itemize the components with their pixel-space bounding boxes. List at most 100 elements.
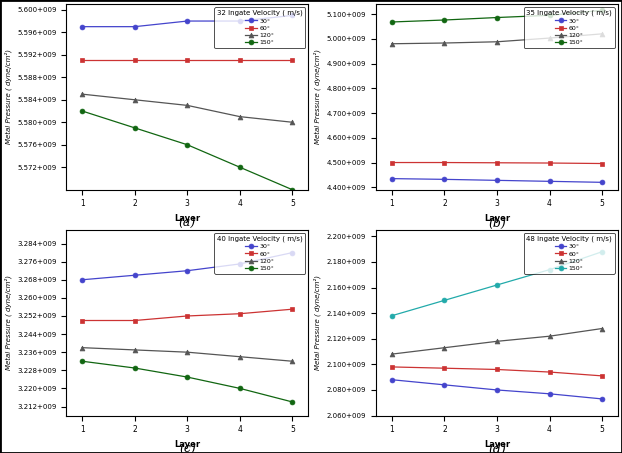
120° <box>493 338 501 344</box>
150° <box>183 142 191 148</box>
30° <box>78 24 86 29</box>
30° <box>131 24 139 29</box>
150° <box>493 15 501 20</box>
30° <box>545 391 553 396</box>
X-axis label: Layer: Layer <box>174 440 200 449</box>
120° <box>545 35 553 41</box>
30° <box>289 13 296 18</box>
60° <box>598 373 606 379</box>
150° <box>236 386 244 391</box>
30° <box>440 177 448 182</box>
Text: (c): (c) <box>179 443 196 453</box>
150° <box>440 17 448 23</box>
120° <box>440 40 448 46</box>
Line: 30°: 30° <box>80 13 295 29</box>
60° <box>183 58 191 63</box>
60° <box>78 58 86 63</box>
60° <box>545 160 553 166</box>
60° <box>131 318 139 323</box>
150° <box>289 187 296 193</box>
60° <box>388 364 396 370</box>
60° <box>236 58 244 63</box>
150° <box>440 298 448 303</box>
Text: (a): (a) <box>179 217 196 230</box>
30° <box>289 250 296 255</box>
150° <box>236 164 244 170</box>
Legend: 30°, 60°, 120°, 150°: 30°, 60°, 120°, 150° <box>215 233 305 274</box>
Y-axis label: Metal Pressure ( dyne/cm²): Metal Pressure ( dyne/cm²) <box>4 49 12 145</box>
150° <box>598 8 606 13</box>
60° <box>493 367 501 372</box>
60° <box>545 369 553 375</box>
120° <box>78 345 86 350</box>
Line: 150°: 150° <box>389 249 605 318</box>
30° <box>388 176 396 181</box>
150° <box>388 19 396 25</box>
Line: 120°: 120° <box>80 345 295 364</box>
Y-axis label: Metal Pressure ( dyne/cm²): Metal Pressure ( dyne/cm²) <box>313 275 322 370</box>
120° <box>388 352 396 357</box>
120° <box>289 358 296 364</box>
150° <box>289 399 296 405</box>
150° <box>131 125 139 130</box>
30° <box>183 268 191 274</box>
120° <box>440 345 448 351</box>
150° <box>388 313 396 318</box>
60° <box>493 160 501 165</box>
150° <box>78 108 86 114</box>
60° <box>388 160 396 165</box>
Line: 150°: 150° <box>389 8 605 24</box>
120° <box>598 326 606 331</box>
150° <box>183 374 191 380</box>
60° <box>183 313 191 319</box>
Line: 150°: 150° <box>80 359 295 405</box>
120° <box>493 39 501 44</box>
Text: (d): (d) <box>488 443 506 453</box>
120° <box>78 92 86 97</box>
30° <box>545 178 553 184</box>
150° <box>545 13 553 18</box>
120° <box>598 31 606 37</box>
Text: (b): (b) <box>488 217 506 230</box>
Line: 30°: 30° <box>389 176 605 185</box>
60° <box>78 318 86 323</box>
Legend: 30°, 60°, 120°, 150°: 30°, 60°, 120°, 150° <box>524 233 615 274</box>
30° <box>388 377 396 382</box>
Line: 150°: 150° <box>80 109 295 192</box>
120° <box>183 349 191 355</box>
Legend: 30°, 60°, 120°, 150°: 30°, 60°, 120°, 150° <box>524 7 615 48</box>
X-axis label: Layer: Layer <box>174 214 200 223</box>
60° <box>236 311 244 317</box>
Line: 60°: 60° <box>80 58 295 63</box>
150° <box>598 249 606 255</box>
120° <box>183 103 191 108</box>
Line: 120°: 120° <box>80 92 295 125</box>
30° <box>493 178 501 183</box>
120° <box>289 120 296 125</box>
150° <box>493 282 501 288</box>
60° <box>440 160 448 165</box>
Line: 30°: 30° <box>389 377 605 401</box>
120° <box>545 333 553 339</box>
Y-axis label: Metal Pressure ( dyne/cm²): Metal Pressure ( dyne/cm²) <box>4 275 12 370</box>
Line: 120°: 120° <box>389 31 605 46</box>
120° <box>236 114 244 119</box>
Line: 30°: 30° <box>80 250 295 282</box>
30° <box>236 18 244 24</box>
60° <box>289 58 296 63</box>
Line: 60°: 60° <box>389 160 605 166</box>
120° <box>388 41 396 47</box>
30° <box>598 396 606 402</box>
X-axis label: Layer: Layer <box>484 440 510 449</box>
60° <box>131 58 139 63</box>
Legend: 30°, 60°, 120°, 150°: 30°, 60°, 120°, 150° <box>215 7 305 48</box>
60° <box>440 366 448 371</box>
30° <box>78 277 86 283</box>
Line: 60°: 60° <box>80 307 295 323</box>
60° <box>289 307 296 312</box>
150° <box>545 267 553 272</box>
Line: 60°: 60° <box>389 365 605 378</box>
30° <box>598 179 606 185</box>
Y-axis label: Metal Pressure ( dyne/cm²): Metal Pressure ( dyne/cm²) <box>313 49 322 145</box>
X-axis label: Layer: Layer <box>484 214 510 223</box>
